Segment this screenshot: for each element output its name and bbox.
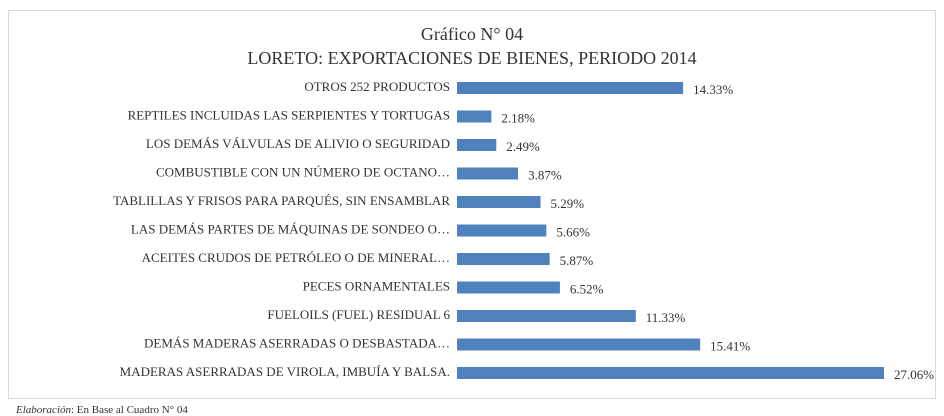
category-label: TABLILLAS Y FRISOS PARA PARQUÉS, SIN ENS… bbox=[113, 193, 450, 208]
data-label: 2.18% bbox=[501, 110, 535, 125]
category-label: DEMÁS MADERAS ASERRADAS O DESBASTADA… bbox=[144, 335, 450, 350]
category-label: OTROS 252 PRODUCTOS bbox=[304, 79, 450, 94]
bar bbox=[457, 196, 541, 208]
data-label: 5.66% bbox=[556, 224, 590, 239]
data-label: 6.52% bbox=[570, 281, 604, 296]
data-label: 5.29% bbox=[550, 196, 584, 211]
source-note: Elaboración: En Base al Cuadro N° 04 bbox=[15, 404, 188, 416]
bar bbox=[457, 82, 684, 94]
bar bbox=[457, 139, 497, 151]
bar bbox=[457, 310, 636, 322]
data-label: 11.33% bbox=[646, 310, 686, 325]
data-label: 27.06% bbox=[894, 367, 934, 382]
bar bbox=[457, 110, 492, 123]
category-label: ACEITES CRUDOS DE PETRÓLEO O DE MINERAL… bbox=[142, 250, 450, 265]
category-label: LOS DEMÁS VÁLVULAS DE ALIVIO O SEGURIDAD bbox=[146, 136, 450, 151]
chart-title: Gráfico N° 04 bbox=[421, 24, 523, 44]
bar bbox=[457, 338, 701, 351]
data-label: 5.87% bbox=[560, 253, 594, 268]
bar bbox=[457, 367, 884, 379]
category-label: REPTILES INCLUIDAS LAS SERPIENTES Y TORT… bbox=[128, 107, 450, 122]
category-label: MADERAS ASERRADAS DE VIROLA, IMBUÍA Y BA… bbox=[120, 364, 450, 379]
bar bbox=[457, 253, 550, 265]
category-label: FUELOILS (FUEL) RESIDUAL 6 bbox=[267, 307, 450, 322]
source-text: : En Base al Cuadro N° 04 bbox=[71, 404, 188, 416]
chart-subtitle: LORETO: EXPORTACIONES DE BIENES, PERIODO… bbox=[247, 48, 696, 68]
category-label: LAS DEMÁS PARTES DE MÁQUINAS DE SONDEO O… bbox=[131, 221, 450, 236]
category-label: COMBUSTIBLE CON UN NÚMERO DE OCTANO… bbox=[156, 164, 450, 179]
bar bbox=[457, 224, 547, 237]
bar bbox=[457, 281, 560, 294]
chart-frame bbox=[8, 10, 936, 399]
data-label: 2.49% bbox=[506, 139, 540, 154]
source-label: Elaboración bbox=[15, 404, 71, 416]
data-label: 3.87% bbox=[528, 167, 562, 182]
category-label: PECES ORNAMENTALES bbox=[303, 278, 450, 293]
bar bbox=[457, 167, 519, 180]
data-label: 14.33% bbox=[693, 82, 733, 97]
data-label: 15.41% bbox=[710, 338, 750, 353]
